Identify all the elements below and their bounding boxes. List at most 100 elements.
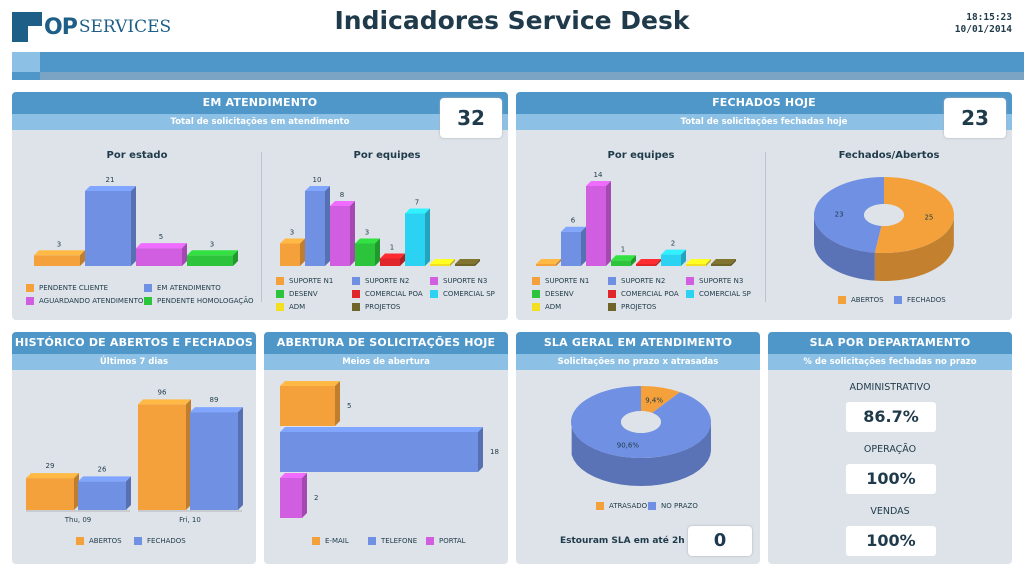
legend-label: PROJETOS — [365, 303, 401, 311]
swatch — [276, 277, 284, 285]
legend-sla-geral: ATRASADO NO PRAZO — [596, 502, 726, 514]
bar-abertos-1 — [138, 399, 191, 510]
data-label: 10 — [313, 176, 322, 184]
legend-item: FECHADOS — [147, 537, 186, 545]
swatch — [430, 277, 438, 285]
panel-subtitle: Total de solicitações fechadas hoje — [516, 114, 1012, 130]
legend-item: PROJETOS — [608, 303, 656, 311]
panel-title: SLA GERAL EM ATENDIMENTO — [516, 332, 760, 354]
legend-item: COMERCIAL SP — [686, 290, 751, 298]
chart-por-equipes-fechados: 6 14 1 2 — [536, 171, 736, 266]
dept-sla-value: 100% — [846, 464, 936, 494]
clock-time: 18:15:23 — [966, 12, 1012, 23]
bar-em-atendimento — [85, 186, 136, 266]
legend-item: NO PRAZO — [661, 502, 698, 510]
swatch — [76, 537, 84, 545]
chart-sla-geral: 9,4% 90,6% — [571, 386, 711, 486]
panel-title: FECHADOS HOJE — [516, 92, 1012, 114]
legend-por-equipes: SUPORTE N1 SUPORTE N2 SUPORTE N3 DESENV COME… — [532, 277, 762, 317]
x-tick-label: Fri, 10 — [179, 516, 201, 524]
logo-mark-icon — [12, 12, 42, 42]
legend-label: DESENV — [545, 290, 574, 298]
legend-item: ADM — [276, 303, 305, 311]
slice-abertos: 25 — [874, 177, 954, 253]
data-label: 18 — [490, 448, 499, 456]
dept-name: ADMINISTRATIVO — [849, 382, 931, 393]
clock-date: 10/01/2014 — [954, 24, 1012, 35]
data-label: 7 — [415, 199, 419, 207]
legend-historico: ABERTOS FECHADOS — [76, 537, 206, 549]
data-label: 89 — [210, 396, 219, 404]
logo-op: OP — [44, 14, 78, 40]
legend-item: FECHADOS — [907, 296, 946, 304]
data-label: 29 — [46, 462, 55, 470]
data-label: 26 — [98, 465, 107, 473]
bar-pendente-cliente — [34, 250, 85, 266]
legend-label: COMERCIAL SP — [443, 290, 495, 298]
panel-title: ABERTURA DE SOLICITAÇÕES HOJE — [264, 332, 508, 354]
legend-item: SUPORTE N1 — [532, 277, 589, 285]
panel-fechados-hoje: FECHADOS HOJE Total de solicitações fech… — [516, 92, 1012, 320]
data-label: 1 — [390, 244, 394, 252]
legend-item: PORTAL — [439, 537, 466, 545]
dept-sla-value: 86.7% — [846, 402, 936, 432]
x-tick-label: Thu, 09 — [64, 516, 92, 524]
legend-label: SUPORTE N2 — [621, 277, 666, 285]
bar-suporte-n3 — [330, 201, 355, 266]
bar-fechados-0 — [78, 476, 131, 510]
chart-por-estado: 3 21 5 3 — [34, 176, 238, 266]
swatch — [532, 290, 540, 298]
dept-sla-value: 100% — [846, 526, 936, 556]
legend-label: SUPORTE N1 — [545, 277, 590, 285]
legend-item: PENDENTE HOMOLOGAÇÃO — [157, 297, 254, 305]
legend-por-equipes: SUPORTE N1 SUPORTE N2 SUPORTE N3 DESENV COME… — [276, 277, 506, 317]
top-banner — [12, 52, 1024, 80]
clock: 18:15:23 10/01/2014 — [955, 12, 1012, 36]
bar-suporte-n2 — [305, 186, 330, 266]
legend-item: SUPORTE N3 — [430, 277, 487, 285]
pie-hole — [621, 411, 661, 433]
bar-aguardando-atendimento — [136, 243, 187, 266]
estouram-sla-value: 0 — [688, 526, 752, 556]
dept-name: OPERAÇÃO — [863, 444, 917, 455]
panel-title: EM ATENDIMENTO — [12, 92, 508, 114]
swatch — [368, 537, 376, 545]
swatch — [276, 303, 284, 311]
swatch — [686, 277, 694, 285]
legend-item: AGUARDANDO ATENDIMENTO — [39, 297, 144, 305]
data-label: 3 — [365, 229, 369, 237]
bar-suporte-n1 — [536, 259, 561, 266]
data-label: 2 — [671, 240, 675, 248]
swatch — [352, 277, 360, 285]
panel-subtitle: Total de solicitações em atendimento — [12, 114, 508, 130]
total-em-atendimento: 32 — [440, 98, 502, 138]
slice-no prazo: 90,6% — [571, 386, 711, 458]
legend-label: COMERCIAL SP — [699, 290, 751, 298]
swatch — [894, 296, 902, 304]
chart-title-fechados-abertos: Fechados/Abertos — [838, 150, 940, 161]
bar-suporte-n3 — [586, 181, 611, 266]
pie-hole — [864, 204, 904, 226]
legend-item: COMERCIAL SP — [430, 290, 495, 298]
chart-abertura: 5 18 2 — [280, 381, 499, 518]
legend-item: COMERCIAL POA — [608, 290, 679, 298]
legend-label: ADM — [289, 303, 306, 311]
opservices-logo: OP SERVICES — [12, 10, 182, 44]
swatch — [426, 537, 434, 545]
total-fechados-hoje: 23 — [944, 98, 1006, 138]
legend-item: COMERCIAL POA — [352, 290, 423, 298]
bar-comercial-sp — [405, 208, 430, 266]
panel-sla-departamento: SLA POR DEPARTAMENTO % de solicitações f… — [768, 332, 1012, 564]
bar-comercial-poa — [380, 253, 405, 266]
legend-label: ADM — [545, 303, 562, 311]
legend-label: SUPORTE N2 — [365, 277, 410, 285]
bar-fechados-1 — [190, 407, 243, 510]
legend-item: PROJETOS — [352, 303, 400, 311]
legend-item: SUPORTE N3 — [686, 277, 743, 285]
panel-sla-geral: SLA GERAL EM ATENDIMENTO Solicitações no… — [516, 332, 760, 564]
data-label: 14 — [594, 171, 603, 179]
swatch — [26, 297, 34, 305]
data-label: 96 — [158, 388, 167, 396]
chart-por-equipes-atendimento: 3 10 8 3 1 7 — [280, 176, 480, 266]
